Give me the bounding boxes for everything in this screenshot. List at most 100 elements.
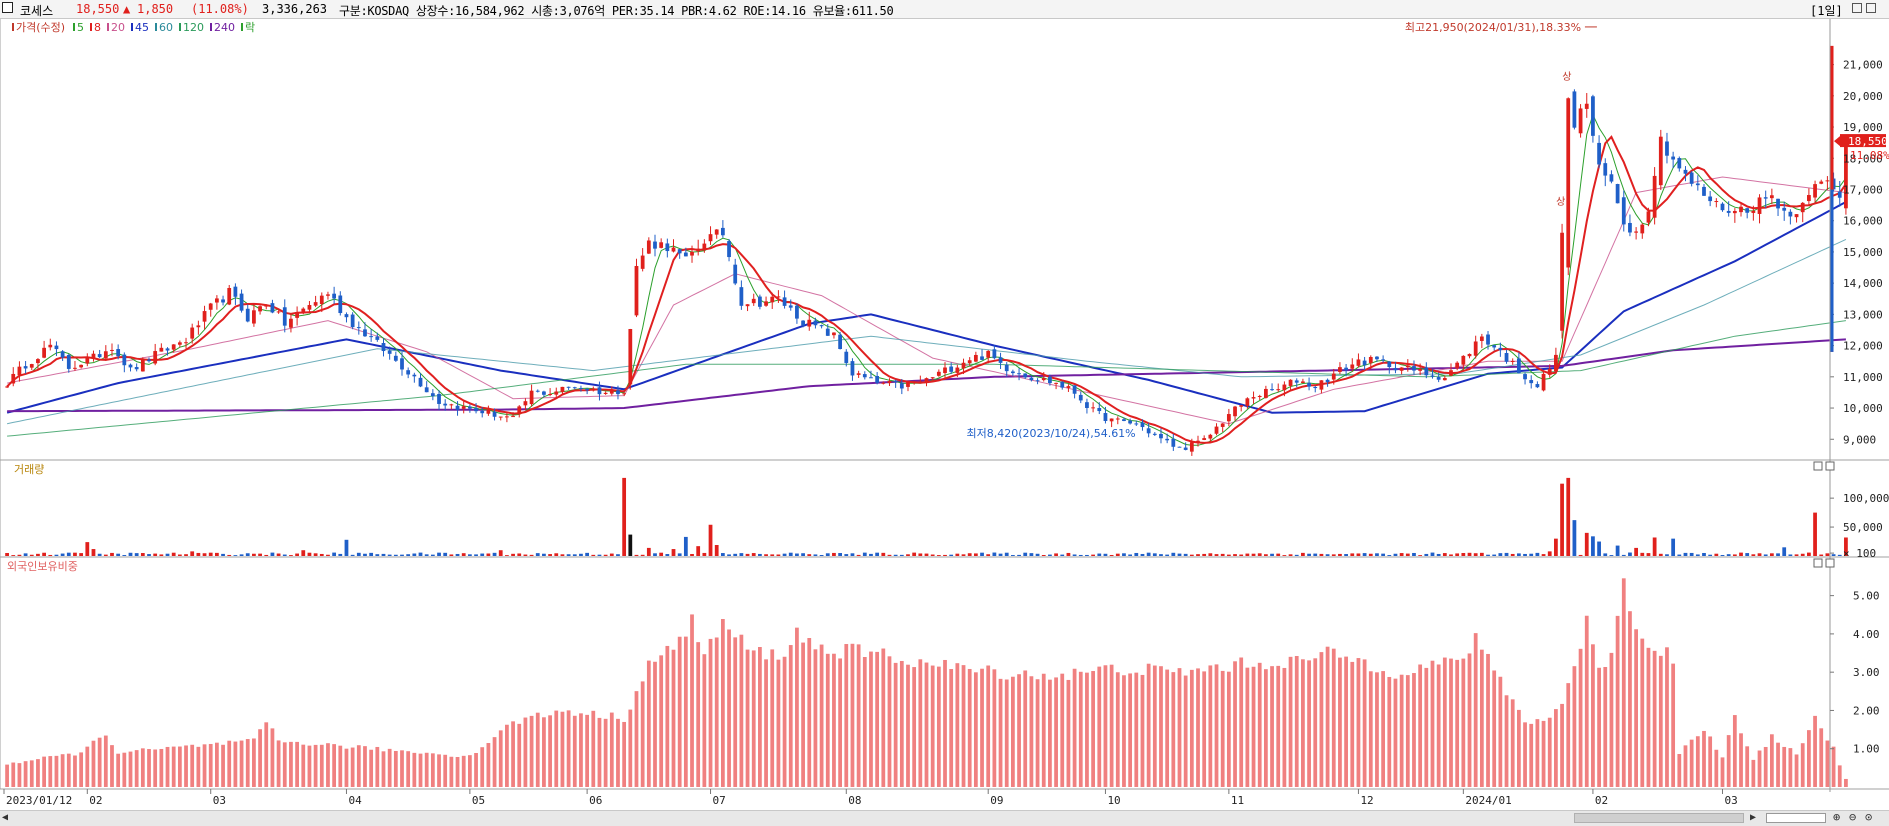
candle-body [1251, 397, 1256, 399]
chart-area[interactable]: 가격(수정) 5 8 20 45 60 120 240 락 최고21,950(2024/01/3… [0, 19, 1889, 810]
zoom-out-icon[interactable]: ⊖ [1849, 810, 1857, 824]
candle-body [196, 325, 201, 328]
candle-body [1634, 231, 1639, 233]
foreign-bar [122, 752, 127, 787]
volume-bar [924, 553, 929, 556]
volume-bar [140, 553, 145, 556]
close-icon[interactable] [1866, 3, 1876, 13]
foreign-bar [1313, 658, 1318, 787]
scroll-bar[interactable]: ◀ ▶ ⊕ ⊖ ⊙ [0, 810, 1889, 826]
foreign-bar [66, 753, 71, 787]
zoom-reset-icon[interactable]: ⊙ [1865, 810, 1873, 824]
volume-bar [961, 554, 966, 556]
volume-bar [788, 552, 793, 556]
foreign-bar [671, 649, 676, 787]
scroll-right-icon[interactable]: ▶ [1750, 812, 1757, 823]
foreign-bar [1566, 683, 1571, 787]
candle-body [881, 382, 886, 384]
candle-body [1615, 184, 1620, 204]
candle-body [1270, 389, 1274, 391]
date-label: 04 [348, 794, 362, 807]
volume-bar [1418, 555, 1423, 556]
foreign-bar [825, 653, 830, 787]
candle-body [788, 305, 793, 308]
minimize-icon[interactable] [1852, 3, 1862, 13]
date-label: 09 [990, 794, 1003, 807]
candle-body [1844, 141, 1848, 209]
foreign-bar [1535, 719, 1540, 787]
volume-bar [720, 553, 725, 556]
foreign-bar [23, 761, 28, 787]
candle-body [1257, 396, 1262, 398]
volume-bar [1819, 554, 1824, 556]
foreign-bar [529, 715, 534, 787]
candle-body [579, 388, 583, 390]
period-selector[interactable]: [1일] [1810, 4, 1843, 18]
foreign-bar [566, 710, 571, 787]
stock-name[interactable]: 코세스 [20, 4, 54, 18]
foreign-bar [344, 748, 349, 787]
scroll-left-icon[interactable]: ◀ [2, 812, 9, 823]
volume-bar [646, 547, 651, 556]
legend-swatch [241, 23, 243, 31]
volume-bar [1109, 554, 1114, 556]
foreign-bar [683, 636, 688, 787]
price-change: 1,850 [137, 2, 174, 16]
foreign-bar [1011, 676, 1015, 787]
price-tick-label: 11,000 [1843, 371, 1883, 384]
candle-body [591, 388, 596, 391]
candle-body [1331, 373, 1336, 380]
volume-bar [992, 552, 997, 556]
foreign-bar [597, 717, 602, 787]
zoom-slider[interactable] [1766, 813, 1826, 823]
volume-bar [1510, 553, 1515, 556]
foreign-bar [819, 644, 824, 787]
foreign-bar [406, 751, 411, 787]
foreign-bar [1776, 742, 1780, 787]
volume-bar [1844, 537, 1848, 556]
panel-buttons[interactable] [1813, 461, 1835, 568]
candle-body [153, 351, 158, 364]
candle-body [585, 388, 590, 391]
foreign-bar [1813, 715, 1817, 787]
volume-bar [1115, 553, 1120, 556]
volume-bar [1004, 552, 1009, 556]
volume-bar [165, 553, 170, 556]
foreign-tick-label: 2.00 [1853, 704, 1880, 717]
volume-bar [776, 554, 781, 556]
candle-body [177, 342, 182, 345]
foreign-bar [1177, 668, 1182, 787]
foreign-bar [1338, 657, 1342, 787]
volume-bar [1350, 553, 1355, 556]
candle-body [875, 375, 880, 383]
candle-body [634, 265, 639, 316]
candle-body [1541, 373, 1546, 391]
volume-bar [54, 554, 59, 556]
volume-bar [1683, 552, 1688, 556]
legend-swatch [73, 23, 75, 31]
date-label: 2023/01/12 [6, 794, 72, 807]
zoom-in-icon[interactable]: ⊕ [1833, 810, 1841, 824]
candle-body [1344, 367, 1348, 371]
volume-bar [1788, 554, 1793, 556]
legend-label: 5 [77, 21, 84, 34]
volume-bar [665, 554, 670, 556]
volume-bar [66, 552, 71, 556]
candle-body [511, 416, 515, 418]
candle-body [949, 366, 954, 372]
candle-body [1535, 384, 1540, 388]
candle-body [1171, 438, 1176, 447]
scroll-thumb[interactable] [1574, 813, 1744, 823]
candle-body [1233, 406, 1237, 417]
chart-menu-icon[interactable] [2, 2, 13, 13]
foreign-bar [1671, 663, 1676, 787]
candle-body [751, 298, 756, 304]
candle-body [60, 351, 65, 358]
volume-tick-label: 100,000 [1843, 492, 1889, 505]
foreign-bar [1628, 611, 1632, 787]
volume-bar [1301, 552, 1305, 556]
candle-body [1004, 364, 1009, 372]
foreign-bar [801, 642, 805, 787]
foreign-bar [1004, 679, 1009, 787]
foreign-bar [1554, 709, 1558, 787]
